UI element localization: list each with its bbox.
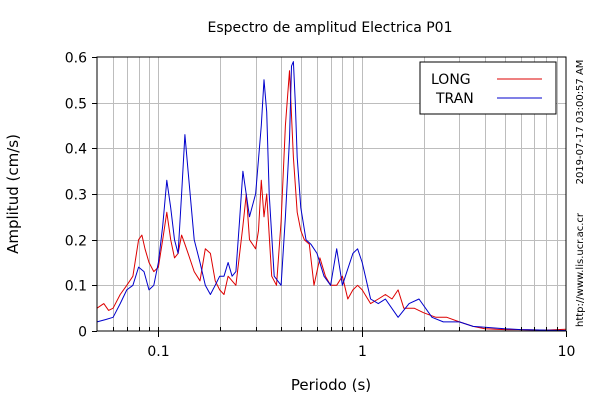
legend: LONG TRAN (419, 61, 557, 115)
y-tick-label: 0.3 (65, 188, 87, 204)
axis-ticks: 0 0.1 0.2 0.3 0.4 0.5 0.6 0.1 1 10 (65, 51, 576, 361)
grid (97, 57, 566, 331)
legend-label-long: LONG (431, 72, 471, 88)
y-tick-label: 0.1 (65, 279, 87, 295)
y-tick-label: 0.6 (65, 51, 87, 67)
x-tick-label: 1 (358, 344, 367, 360)
website-text: http://www.lis.ucr.ac.cr (575, 212, 586, 327)
series-lines (96, 61, 567, 331)
legend-label-tran: TRAN (435, 91, 474, 107)
y-tick-label: 0.5 (65, 97, 87, 113)
x-tick-label: 10 (558, 344, 576, 360)
y-tick-label: 0.4 (65, 142, 87, 158)
series-line-tran (96, 61, 567, 331)
timestamp-text: 2019-07-17 03:00:57 AM (575, 60, 586, 185)
y-tick-label: 0 (78, 325, 87, 341)
series-line-long (96, 70, 567, 331)
chart-title: Espectro de amplitud Electrica P01 (208, 20, 453, 36)
y-tick-label: 0.2 (65, 234, 87, 250)
legend-box (419, 61, 557, 115)
x-axis-label: Periodo (s) (291, 376, 371, 394)
y-axis-label: Amplitud (cm/s) (4, 134, 22, 254)
x-tick-label: 0.1 (147, 344, 169, 360)
